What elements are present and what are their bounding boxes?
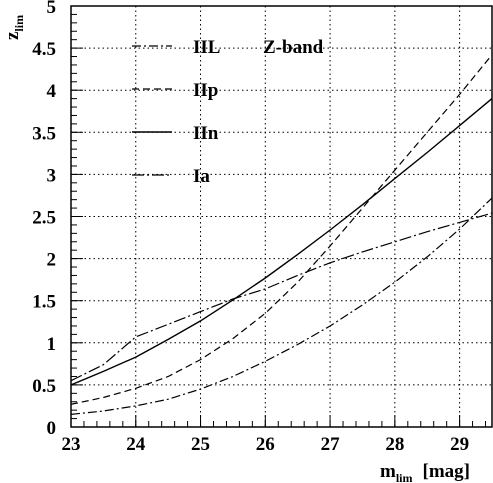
series-line-iip: [71, 54, 492, 405]
y-axis-label-subscript: lim: [12, 15, 26, 32]
grid: [71, 6, 492, 427]
band-annotation: Z-band: [263, 37, 324, 58]
legend-label-iip: IIp: [193, 80, 218, 101]
y-tick-label: 0.5: [32, 376, 56, 397]
x-axis-label-units: [mag]: [423, 461, 470, 482]
series-line-iil: [71, 197, 492, 415]
y-tick-label: 2.5: [32, 208, 56, 229]
x-axis-label-subscript: lim: [396, 471, 413, 483]
x-tick-label: 27: [321, 434, 341, 455]
y-tick-label: 2: [47, 250, 57, 271]
y-tick-label: 0: [47, 418, 57, 439]
x-tick-label: 23: [62, 434, 81, 455]
series-line-iin: [71, 98, 492, 386]
legend-label-ia: Ia: [193, 166, 210, 187]
y-axis-label: zlim: [2, 15, 26, 40]
x-tick-label: 29: [450, 434, 469, 455]
y-tick-label: 3: [47, 165, 57, 186]
y-axis-label-main: z: [2, 31, 23, 40]
y-tick-label: 3.5: [32, 123, 56, 144]
x-axis-label-main: m: [380, 461, 396, 482]
series-lines: [71, 54, 492, 415]
x-axis-label: mlim [mag]: [380, 461, 470, 483]
series-line-ia: [71, 212, 492, 382]
y-tick-label: 4.5: [32, 39, 56, 60]
legend-label-iil: IIL: [193, 37, 220, 58]
y-tick-label: 1: [47, 334, 57, 355]
legend-label-iin: IIn: [193, 123, 219, 144]
x-tick-label: 26: [256, 434, 275, 455]
x-tick-label: 24: [126, 434, 146, 455]
y-tick-label: 5: [47, 0, 57, 18]
y-tick-label: 1.5: [32, 292, 56, 313]
y-tick-label: 4: [47, 81, 57, 102]
legend: IIL IIp IIn Ia: [132, 37, 220, 187]
x-tick-label: 28: [385, 434, 404, 455]
axis-ticks: 23 24 25 26 27 28 29 0 0.5 1 1.5 2 2.5 3 3.5 4 4.5 5: [32, 0, 487, 455]
x-tick-label: 25: [191, 434, 210, 455]
